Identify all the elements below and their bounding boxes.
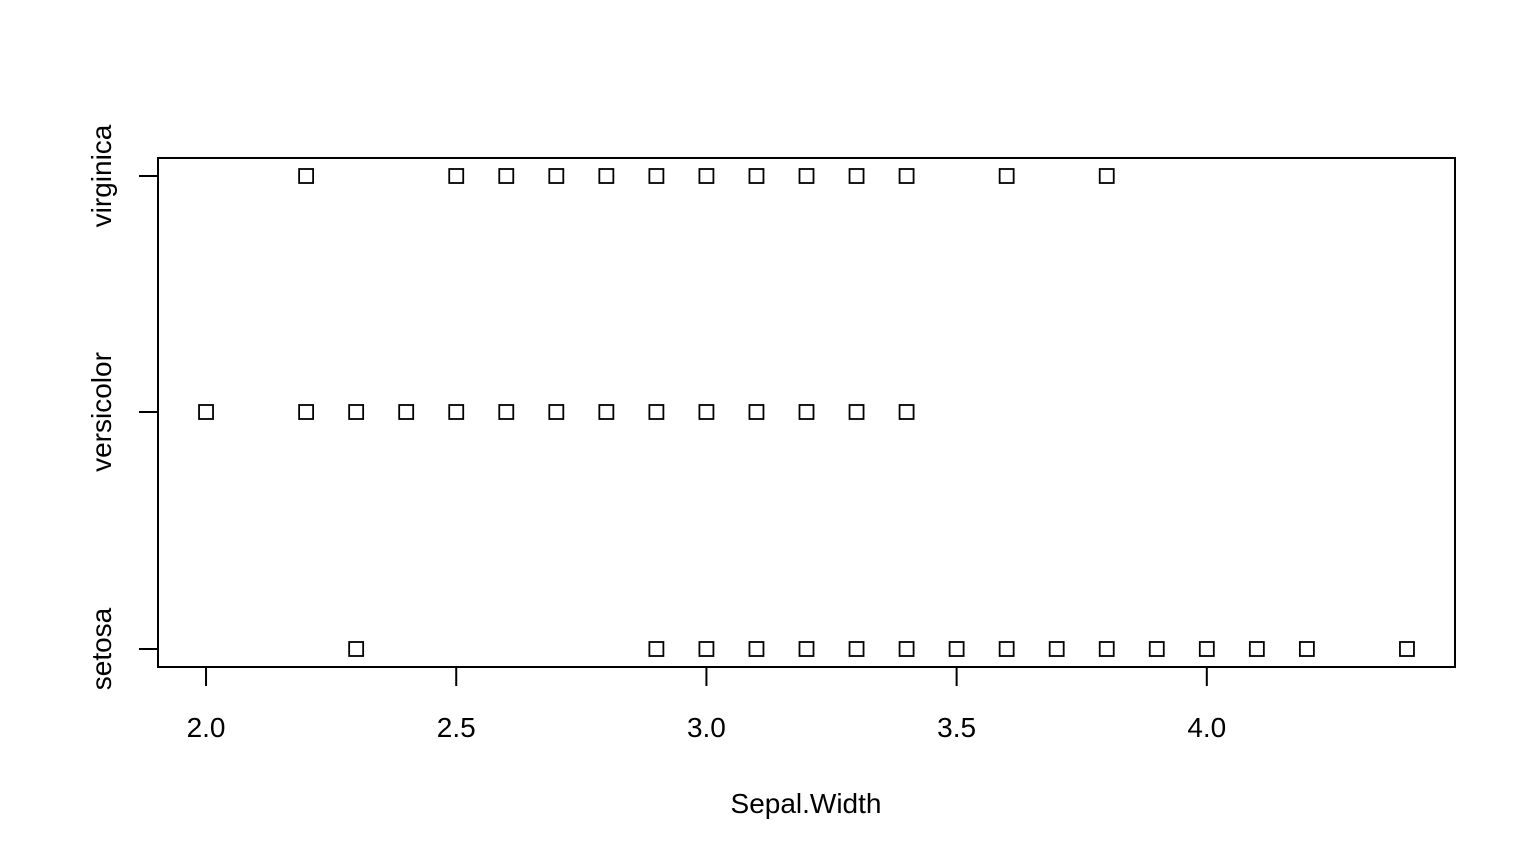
data-point-virginica (298, 168, 315, 184)
data-point-setosa (1399, 641, 1415, 657)
data-point-setosa (1048, 641, 1065, 657)
data-point-versicolor (798, 404, 815, 420)
data-point-setosa (998, 641, 1015, 657)
data-point-virginica (798, 168, 815, 184)
y-axis: setosa versicolor virginica (86, 124, 159, 690)
data-point-versicolor (648, 404, 665, 420)
data-point-virginica (998, 168, 1015, 184)
data-point-versicolor (348, 404, 365, 420)
data-point-virginica (1098, 168, 1115, 184)
data-points (198, 168, 1415, 657)
x-tick-label: 3.5 (937, 712, 976, 743)
data-point-setosa (1098, 641, 1115, 657)
data-point-setosa (648, 641, 665, 657)
data-point-versicolor (548, 404, 565, 420)
data-point-virginica (898, 168, 915, 184)
data-point-setosa (1298, 641, 1315, 657)
y-tick-label-virginica: virginica (86, 124, 117, 227)
data-point-virginica (548, 168, 565, 184)
data-point-setosa (748, 641, 765, 657)
x-tick-label: 2.0 (187, 712, 226, 743)
data-point-virginica (698, 168, 715, 184)
data-point-setosa (798, 641, 815, 657)
data-point-setosa (1248, 641, 1265, 657)
data-point-virginica (498, 168, 515, 184)
data-point-versicolor (848, 404, 865, 420)
data-point-setosa (848, 641, 865, 657)
data-point-setosa (698, 641, 715, 657)
data-point-versicolor (398, 404, 415, 420)
data-point-setosa (898, 641, 915, 657)
data-point-virginica (448, 168, 465, 184)
x-tick-label: 3.0 (687, 712, 726, 743)
x-axis-label: Sepal.Width (731, 788, 882, 819)
data-point-virginica (848, 168, 865, 184)
plot-frame (157, 157, 1456, 668)
x-tick-label: 2.5 (437, 712, 476, 743)
data-point-versicolor (298, 404, 315, 420)
data-point-setosa (1198, 641, 1215, 657)
y-tick-label-setosa: setosa (86, 607, 117, 690)
data-point-setosa (948, 641, 965, 657)
data-point-setosa (348, 641, 365, 657)
data-point-versicolor (698, 404, 715, 420)
y-tick-label-versicolor: versicolor (86, 352, 117, 472)
data-point-setosa (1148, 641, 1165, 657)
data-point-versicolor (198, 404, 214, 420)
x-tick-label: 4.0 (1187, 712, 1226, 743)
data-point-versicolor (498, 404, 515, 420)
data-point-virginica (648, 168, 665, 184)
data-point-versicolor (448, 404, 465, 420)
x-axis: 2.0 2.5 3.0 3.5 4.0 (187, 666, 1226, 743)
data-point-versicolor (748, 404, 765, 420)
data-point-versicolor (898, 404, 915, 420)
data-point-versicolor (598, 404, 615, 420)
data-point-virginica (748, 168, 765, 184)
data-point-virginica (598, 168, 615, 184)
